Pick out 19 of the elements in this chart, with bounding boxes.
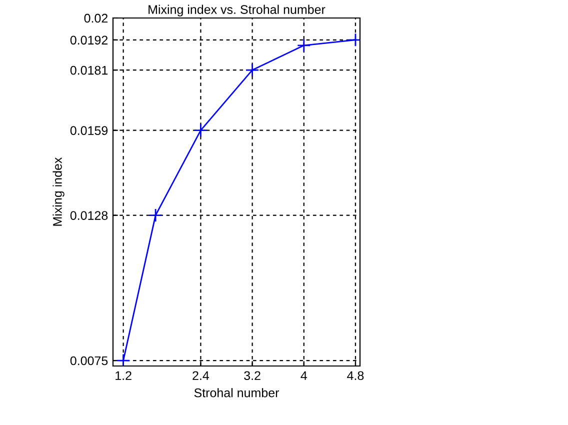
point [116,354,130,366]
y-tick-label: 0.0181 [70,66,108,75]
x-tick-label: 1.2 [116,371,132,380]
y-tick-label: 0.0159 [70,126,108,135]
y-tick-label: 0.0192 [70,36,108,45]
x-tick-label: 4.8 [347,371,364,380]
point [296,38,311,52]
point [245,63,260,78]
y-tick-label: 0.02 [84,14,108,23]
x-tick-label: 4 [300,371,308,380]
x-tick-label: 2.4 [192,371,210,380]
y-tick-label: 0.0128 [70,211,108,220]
x-tick-label: 3.2 [244,371,260,380]
point [148,208,163,222]
point [194,123,208,138]
y-axis-title: Mixing index [52,157,64,226]
x-axis-title: Strohal number [194,388,280,398]
chart-title: Mixing index vs. Strohal number [148,4,326,16]
y-tick-label: 0.0075 [70,356,108,366]
